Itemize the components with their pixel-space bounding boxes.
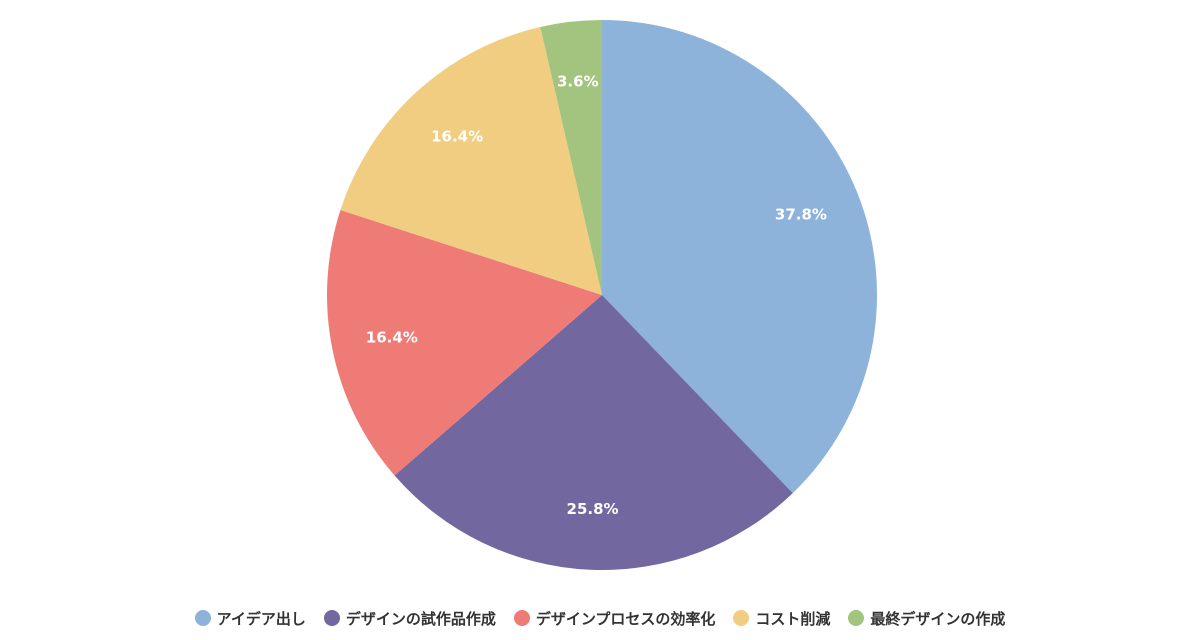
chart-legend: アイデア出し デザインの試作品作成 デザインプロセスの効率化 コスト削減 最終デ… (0, 604, 1200, 632)
legend-item-process-efficiency[interactable]: デザインプロセスの効率化 (513, 608, 716, 629)
pie-slices (327, 20, 877, 570)
legend-label: 最終デザインの作成 (870, 609, 1006, 628)
data-label: 25.8% (567, 500, 619, 518)
slice-final-design[interactable] (540, 20, 602, 295)
legend-item-prototype[interactable]: デザインの試作品作成 (323, 608, 496, 629)
data-label: 16.4% (366, 328, 418, 346)
legend-swatch (194, 610, 211, 626)
legend-swatch (733, 610, 750, 626)
legend-label: デザインの試作品作成 (345, 609, 496, 628)
pie-data-labels: 37.8% 25.8% 16.4% 16.4% 3.6% (366, 72, 827, 517)
legend-label: コスト削減 (755, 609, 831, 628)
legend-swatch (513, 610, 530, 626)
data-label: 16.4% (431, 127, 483, 145)
legend-swatch (848, 610, 865, 626)
legend-item-final-design[interactable]: 最終デザインの作成 (848, 608, 1005, 629)
slice-prototype[interactable] (394, 295, 793, 570)
data-label: 3.6% (557, 72, 599, 90)
slice-process-efficiency[interactable] (327, 210, 602, 476)
data-label: 37.8% (775, 205, 827, 223)
legend-swatch (323, 610, 340, 626)
legend-label: アイデア出し (216, 609, 306, 628)
pie-chart-svg: 37.8% 25.8% 16.4% 16.4% 3.6% (327, 20, 877, 570)
legend-item-idea[interactable]: アイデア出し (194, 608, 306, 629)
slice-cost-reduction[interactable] (340, 27, 602, 296)
legend-item-cost-reduction[interactable]: コスト削減 (733, 608, 830, 629)
legend-label: デザインプロセスの効率化 (535, 609, 716, 628)
slice-idea[interactable] (602, 20, 877, 494)
